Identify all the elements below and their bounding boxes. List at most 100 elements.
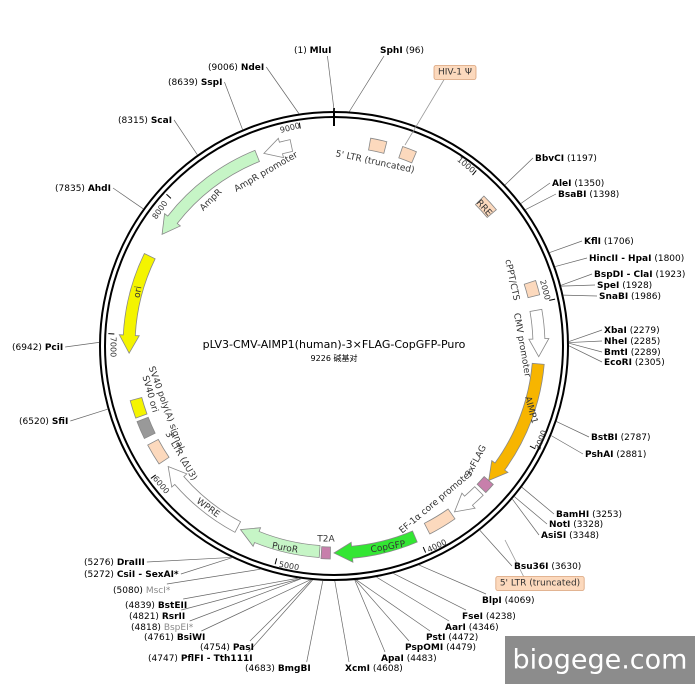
tick-mark xyxy=(274,558,278,565)
site-position: (9006) xyxy=(208,63,238,73)
site-name: MluI xyxy=(310,46,332,56)
map-title: pLV3-CMV-AIMP1(human)-3×FLAG-CopGFP-Puro xyxy=(203,338,466,351)
feature-arc xyxy=(398,145,417,164)
site-leader xyxy=(393,573,467,611)
site-name: AhdI xyxy=(88,184,111,194)
site-position: (4238) xyxy=(486,612,516,622)
feature-arc xyxy=(453,486,484,513)
feature-arc xyxy=(320,546,331,560)
site-leader xyxy=(173,119,198,155)
site-name: KflI xyxy=(584,237,601,247)
site-leader xyxy=(224,81,243,130)
site-leader xyxy=(568,340,603,343)
site-position: (2285) xyxy=(630,337,660,347)
site-position: (7835) xyxy=(55,184,85,194)
site-label: SpeI (1928) xyxy=(597,281,652,291)
site-leader xyxy=(249,579,312,642)
tick-label: 3000 xyxy=(533,429,548,451)
site-name: AsiSI xyxy=(541,531,566,541)
site-position: (3328) xyxy=(573,520,603,530)
site-position: (4818) xyxy=(131,623,161,633)
site-leader xyxy=(504,157,534,186)
site-name: AarI xyxy=(445,623,466,633)
feature-arc xyxy=(423,508,456,535)
site-leader xyxy=(418,564,487,595)
site-position: (8315) xyxy=(118,116,148,126)
site-position: (1928) xyxy=(622,281,652,291)
site-leader xyxy=(354,579,386,653)
site-name: PstI xyxy=(426,633,445,643)
site-leader xyxy=(356,579,431,632)
site-name: BspEI* xyxy=(164,623,194,633)
site-name: PspOMI xyxy=(405,643,443,653)
site-name: BsiWI xyxy=(177,633,206,643)
site-leader xyxy=(568,345,603,363)
site-leader xyxy=(521,486,555,515)
site-label: (4761) BsiWI xyxy=(144,633,205,643)
site-position: (4346) xyxy=(469,623,499,633)
tick-mark xyxy=(150,474,157,479)
feature-arc xyxy=(528,308,550,358)
tick-label: 7000 xyxy=(109,337,118,357)
feature-arc xyxy=(263,137,294,159)
feature-arc xyxy=(239,527,321,558)
site-name: BmgBI xyxy=(278,664,311,674)
site-label: (4754) PasI xyxy=(200,643,254,653)
site-name: SpeI xyxy=(597,281,619,291)
site-label: BlpI (4069) xyxy=(482,596,535,606)
site-position: (4839) xyxy=(125,601,155,611)
site-position: (4821) xyxy=(129,612,159,622)
site-position: (1350) xyxy=(574,179,604,189)
site-name: BmtI xyxy=(604,348,628,358)
site-label: ApaI (4483) xyxy=(381,654,437,664)
site-name: EcoRI xyxy=(604,358,632,368)
feature-label: CMV promoter xyxy=(511,312,532,378)
site-label: (1) MluI xyxy=(294,46,331,56)
site-name: NheI xyxy=(604,337,627,347)
site-position: (2279) xyxy=(630,326,660,336)
tick-mark xyxy=(422,546,427,553)
site-position: (4483) xyxy=(407,654,437,664)
feature-arc xyxy=(474,195,497,219)
site-name: BspDI - ClaI xyxy=(594,270,653,280)
site-leader xyxy=(551,435,584,455)
site-name: SphI xyxy=(380,46,403,56)
site-label: HincII - HpaI (1800) xyxy=(589,254,684,264)
site-name: BstEII xyxy=(158,601,187,611)
site-position: (1197) xyxy=(567,154,597,164)
site-leader xyxy=(520,182,551,204)
site-label: (7835) AhdI xyxy=(55,184,111,194)
site-position: (5272) xyxy=(84,570,114,580)
site-position: (2305) xyxy=(635,358,665,368)
site-position: (4472) xyxy=(448,633,478,643)
site-leader xyxy=(376,576,450,622)
site-position: (4747) xyxy=(148,654,178,664)
site-position: (1398) xyxy=(589,190,619,200)
site-leader xyxy=(512,498,540,536)
site-leader xyxy=(560,273,593,286)
feature-arc xyxy=(333,530,418,563)
site-name: MscI* xyxy=(146,586,171,596)
tick-mark xyxy=(166,193,172,199)
site-position: (4754) xyxy=(200,643,230,653)
site-name: Bsu36I xyxy=(514,562,549,572)
site-leader xyxy=(146,557,232,563)
watermark: biogege.com xyxy=(513,645,688,676)
site-position: (5276) xyxy=(84,558,114,568)
site-position: (4608) xyxy=(373,664,403,674)
site-label: (4821) RsrII xyxy=(129,612,185,622)
site-label: (8315) ScaI xyxy=(118,116,172,126)
site-position: (1) xyxy=(294,46,307,56)
site-name: PasI xyxy=(233,643,254,653)
site-leader xyxy=(166,568,261,585)
site-label: BspDI - ClaI (1923) xyxy=(594,270,685,280)
site-position: (4683) xyxy=(245,664,275,674)
site-label: AleI (1350) xyxy=(552,179,604,189)
feature-arc xyxy=(523,279,541,299)
site-name: PshAI xyxy=(585,450,614,460)
site-name: SspI xyxy=(201,78,223,88)
tick-label: 2000 xyxy=(538,279,552,301)
site-label: (5272) CsiI - SexAI* xyxy=(84,570,179,580)
site-position: (3348) xyxy=(569,531,599,541)
